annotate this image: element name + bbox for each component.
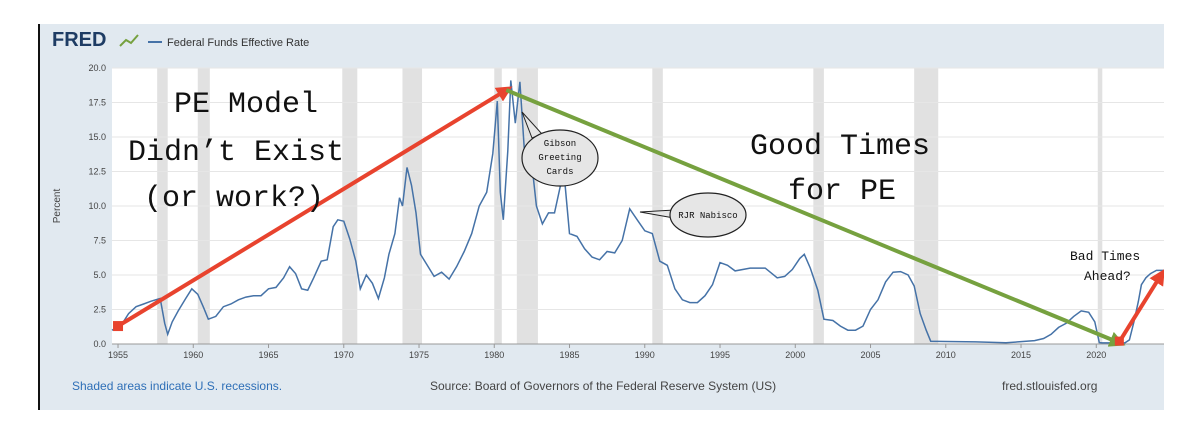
- y-tick-label: 12.5: [88, 167, 106, 177]
- x-tick-label: 1965: [259, 350, 279, 360]
- x-tick-label: 2020: [1086, 350, 1106, 360]
- callout-rjr-nabisco: RJR Nabisco: [639, 192, 747, 238]
- annotation-good-line-1: Good Times: [750, 130, 930, 164]
- source-note: Source: Board of Governors of the Federa…: [430, 379, 776, 393]
- annotation-bad-times: Bad Times Ahead?: [1070, 249, 1140, 284]
- callout-gibson-greeting-cards: Gibson Greeting Cards: [521, 111, 599, 187]
- y-axis-label: Percent: [52, 189, 63, 224]
- x-axis: 1955 1960 1965 1970 1975 1980 1985 1990 1995 2000…: [108, 343, 1164, 360]
- y-tick-label: 7.5: [93, 236, 106, 246]
- annotation-bad-line-2: Ahead?: [1084, 269, 1131, 284]
- x-tick-label: 2010: [936, 350, 956, 360]
- x-tick-label: 1975: [409, 350, 429, 360]
- x-tick-label: 1990: [635, 350, 655, 360]
- gridlines: [112, 67, 1164, 345]
- annotation-good-times: Good Times for PE: [750, 130, 930, 209]
- annotation-pe-model: PE Model Didn’t Exist (or work?): [128, 88, 344, 216]
- rjr-label: RJR Nabisco: [678, 211, 737, 221]
- y-axis: 0.0 2.5 5.0 7.5 10.0 12.5 15.0 17.5 20.0: [88, 63, 106, 349]
- gibson-line-1: Gibson: [544, 139, 576, 149]
- y-tick-label: 17.5: [88, 98, 106, 108]
- y-tick-label: 15.0: [88, 132, 106, 142]
- series-line-fed-funds-rate: [111, 80, 1164, 344]
- x-tick-label: 2000: [785, 350, 805, 360]
- annotation-arrows: [113, 86, 1164, 347]
- fred-logo: FRED: [52, 29, 106, 51]
- y-tick-label: 0.0: [93, 339, 106, 349]
- red-arrow-rise: [116, 86, 513, 328]
- y-tick-label: 10.0: [88, 201, 106, 211]
- annotation-pe-line-3: (or work?): [144, 182, 324, 216]
- x-tick-label: 2015: [1011, 350, 1031, 360]
- gibson-line-3: Cards: [546, 167, 573, 177]
- green-arrow-decline: [505, 88, 1126, 347]
- annotation-pe-line-1: PE Model: [174, 88, 318, 122]
- x-tick-label: 1960: [183, 350, 203, 360]
- y-tick-label: 5.0: [93, 270, 106, 280]
- annotation-pe-line-2: Didn’t Exist: [128, 136, 344, 170]
- chart-panel: FRED Federal Funds Effective Rate 0.0 2.5…: [38, 24, 1164, 410]
- x-tick-label: 1985: [560, 350, 580, 360]
- legend-label[interactable]: Federal Funds Effective Rate: [167, 37, 309, 49]
- x-tick-label: 1995: [710, 350, 730, 360]
- fred-chart: FRED Federal Funds Effective Rate 0.0 2.5…: [52, 29, 1164, 393]
- fred-logo-graph-icon: [119, 34, 139, 47]
- x-tick-label: 1980: [484, 350, 504, 360]
- y-tick-label: 2.5: [93, 305, 106, 315]
- gibson-line-2: Greeting: [538, 153, 581, 163]
- fred-site-link[interactable]: fred.stlouisfed.org: [1002, 379, 1097, 393]
- annotation-good-line-2: for PE: [788, 175, 896, 209]
- x-tick-label: 2005: [861, 350, 881, 360]
- red-arrow-bad-times: [1117, 268, 1164, 344]
- x-tick-label: 1970: [334, 350, 354, 360]
- y-tick-label: 20.0: [88, 63, 106, 73]
- recession-note: Shaded areas indicate U.S. recessions.: [72, 379, 282, 393]
- annotation-bad-line-1: Bad Times: [1070, 249, 1140, 264]
- x-tick-label: 1955: [108, 350, 128, 360]
